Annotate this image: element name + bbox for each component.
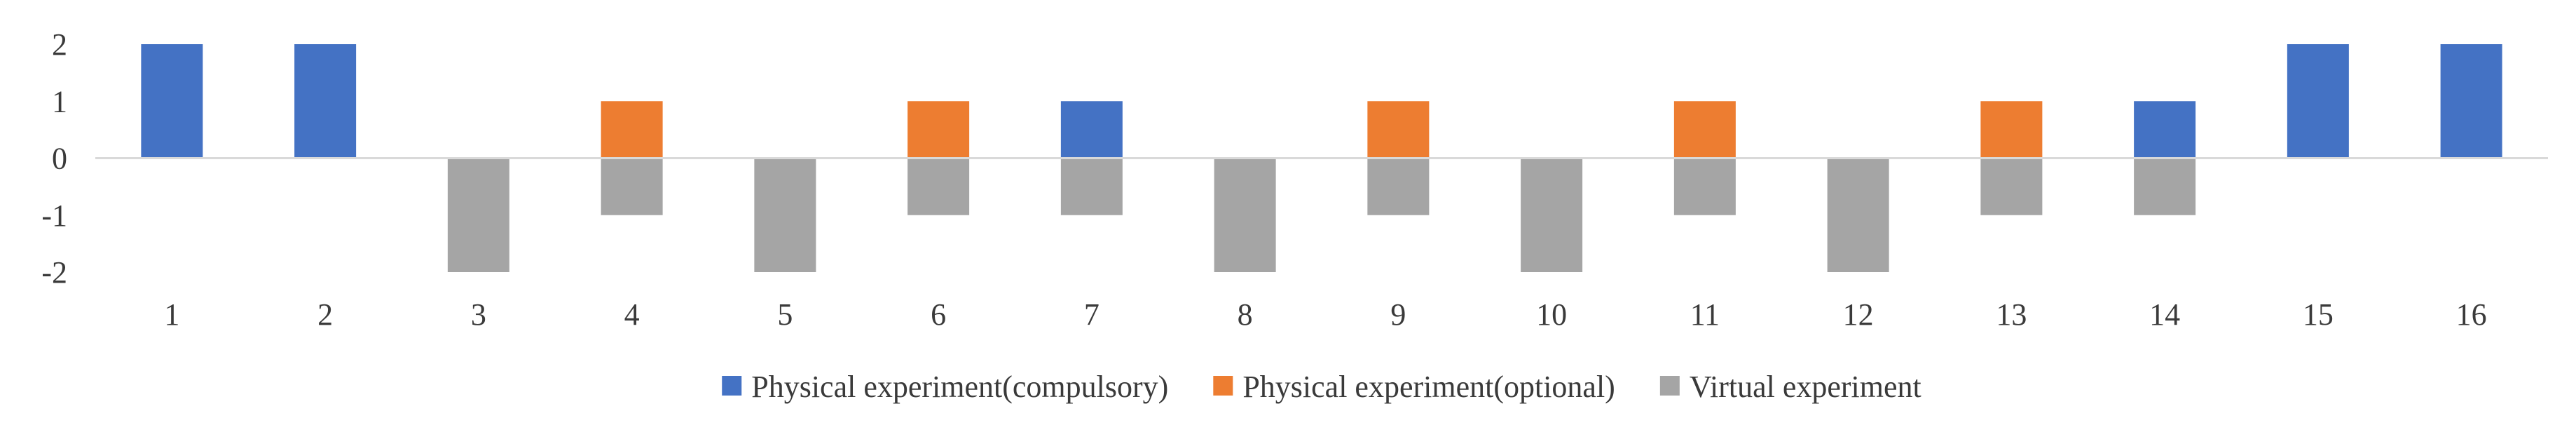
y-axis: 2 1 0 -1 -2 — [41, 27, 67, 290]
x-tick-label: 7 — [1084, 297, 1099, 332]
x-tick-label: 6 — [931, 297, 946, 332]
x-axis: 1 2 3 4 5 6 7 8 9 10 11 12 13 14 15 16 — [164, 297, 2486, 332]
y-tick-label: 2 — [52, 27, 67, 62]
bar-virtual-4 — [601, 158, 663, 215]
legend: Physical experiment(compulsory) Physical … — [722, 370, 1921, 404]
bar-virtual-11 — [1673, 158, 1736, 215]
legend-label: Physical experiment(optional) — [1242, 370, 1615, 404]
x-tick-label: 12 — [1843, 297, 1874, 332]
bars-group — [141, 44, 2502, 272]
bar-virtual-9 — [1367, 158, 1430, 215]
bar-optional-11 — [1673, 101, 1736, 158]
bar-compulsory-7 — [1060, 101, 1123, 158]
x-tick-label: 14 — [2149, 297, 2180, 332]
legend-item-compulsory: Physical experiment(compulsory) — [722, 370, 1168, 404]
legend-swatch — [1659, 376, 1680, 396]
x-tick-label: 13 — [1996, 297, 2027, 332]
x-tick-label: 11 — [1690, 297, 1720, 332]
x-tick-label: 2 — [317, 297, 333, 332]
bar-compulsory-1 — [141, 44, 203, 158]
bar-compulsory-16 — [2440, 44, 2502, 158]
bar-virtual-5 — [754, 158, 816, 272]
x-tick-label: 4 — [624, 297, 640, 332]
legend-label: Physical experiment(compulsory) — [751, 370, 1168, 404]
bar-virtual-8 — [1214, 158, 1276, 272]
x-tick-label: 15 — [2303, 297, 2334, 332]
x-tick-label: 9 — [1390, 297, 1406, 332]
x-tick-label: 16 — [2456, 297, 2487, 332]
x-tick-label: 5 — [777, 297, 793, 332]
bar-optional-9 — [1367, 101, 1430, 158]
x-tick-label: 3 — [471, 297, 486, 332]
bar-virtual-13 — [1980, 158, 2043, 215]
y-tick-label: -2 — [41, 255, 67, 290]
y-tick-label: 0 — [52, 142, 67, 176]
legend-item-optional: Physical experiment(optional) — [1213, 370, 1615, 404]
bar-compulsory-15 — [2287, 44, 2349, 158]
legend-label: Virtual experiment — [1690, 370, 1921, 404]
bar-virtual-7 — [1060, 158, 1123, 215]
bar-optional-13 — [1980, 101, 2043, 158]
legend-swatch — [1213, 376, 1233, 396]
legend-item-virtual: Virtual experiment — [1659, 370, 1921, 404]
x-tick-label: 1 — [164, 297, 179, 332]
bar-virtual-6 — [907, 158, 970, 215]
x-tick-label: 10 — [1536, 297, 1567, 332]
y-tick-label: 1 — [52, 84, 67, 119]
bar-virtual-14 — [2134, 158, 2196, 215]
bar-compulsory-14 — [2134, 101, 2196, 158]
y-tick-label: -1 — [41, 198, 67, 233]
x-tick-label: 8 — [1238, 297, 1253, 332]
bar-virtual-12 — [1827, 158, 1889, 272]
bar-virtual-10 — [1521, 158, 1583, 272]
bar-optional-4 — [601, 101, 663, 158]
bar-optional-6 — [907, 101, 970, 158]
legend-swatch — [722, 376, 742, 396]
bar-compulsory-2 — [294, 44, 357, 158]
bar-virtual-3 — [447, 158, 509, 272]
